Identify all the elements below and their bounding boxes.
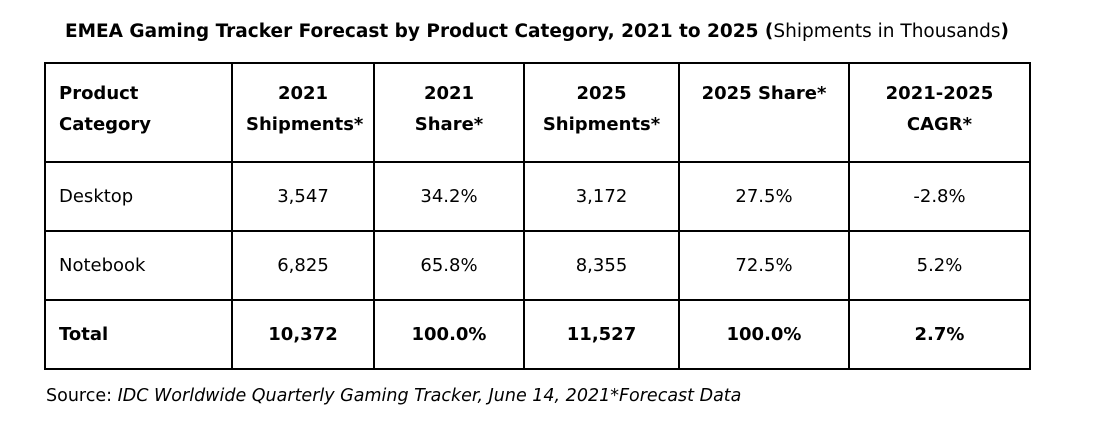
cell-category: Desktop: [44, 161, 233, 232]
cell-2025-shipments: 3,172: [523, 161, 680, 232]
source-text: IDC Worldwide Quarterly Gaming Tracker, …: [117, 386, 742, 406]
cell-cagr: -2.8%: [848, 161, 1031, 232]
header-cagr: 2021-2025 CAGR*: [848, 62, 1031, 163]
source-label: Source:: [46, 386, 118, 406]
cell-2021-shipments: 3,547: [231, 161, 375, 232]
cell-cagr: 5.2%: [848, 230, 1031, 301]
header-text: Category: [59, 114, 152, 135]
cell-category: Total: [44, 299, 233, 370]
header-text: Shipments*: [542, 114, 661, 135]
cell-2025-share: 27.5%: [678, 161, 850, 232]
header-text: 2021-2025: [885, 83, 994, 104]
table-row-desktop: Desktop 3,547 34.2% 3,172 27.5% -2.8%: [44, 161, 1031, 232]
header-text: Product: [59, 83, 139, 104]
table-row-total: Total 10,372 100.0% 11,527 100.0% 2.7%: [44, 299, 1031, 370]
header-product-category: Product Category: [44, 62, 233, 163]
header-2021-share: 2021 Share*: [373, 62, 525, 163]
header-text: 2021: [277, 83, 329, 104]
header-text: 2021 Share*: [414, 83, 484, 135]
cell-2021-share: 65.8%: [373, 230, 525, 301]
table-header-row: Product Category 2021 Shipments* 2021 Shar…: [44, 62, 1031, 163]
table-title: EMEA Gaming Tracker Forecast by Product …: [0, 19, 1074, 45]
table-title-close: ): [1000, 21, 1010, 42]
cell-2025-shipments: 11,527: [523, 299, 680, 370]
cell-2021-share: 100.0%: [373, 299, 525, 370]
forecast-table: Product Category 2021 Shipments* 2021 Shar…: [44, 62, 1031, 370]
table-row-notebook: Notebook 6,825 65.8% 8,355 72.5% 5.2%: [44, 230, 1031, 301]
cell-2021-shipments: 6,825: [231, 230, 375, 301]
header-text: 2025 Share*: [701, 83, 827, 104]
cell-cagr: 2.7%: [848, 299, 1031, 370]
header-2025-shipments: 2025 Shipments*: [523, 62, 680, 163]
table-title-units: Shipments in Thousands: [773, 21, 1001, 42]
cell-2021-share: 34.2%: [373, 161, 525, 232]
cell-2025-share: 72.5%: [678, 230, 850, 301]
table-title-main: EMEA Gaming Tracker Forecast by Product …: [64, 21, 774, 42]
cell-2025-shipments: 8,355: [523, 230, 680, 301]
header-text: CAGR*: [906, 114, 973, 135]
source-note: Source: IDC Worldwide Quarterly Gaming T…: [46, 383, 741, 409]
header-text: Shipments*: [246, 114, 364, 135]
header-2021-shipments: 2021 Shipments*: [231, 62, 375, 163]
cell-2021-shipments: 10,372: [231, 299, 375, 370]
cell-2025-share: 100.0%: [678, 299, 850, 370]
cell-category: Notebook: [44, 230, 233, 301]
header-text: 2025: [576, 83, 627, 104]
header-2025-share: 2025 Share*: [678, 62, 850, 163]
